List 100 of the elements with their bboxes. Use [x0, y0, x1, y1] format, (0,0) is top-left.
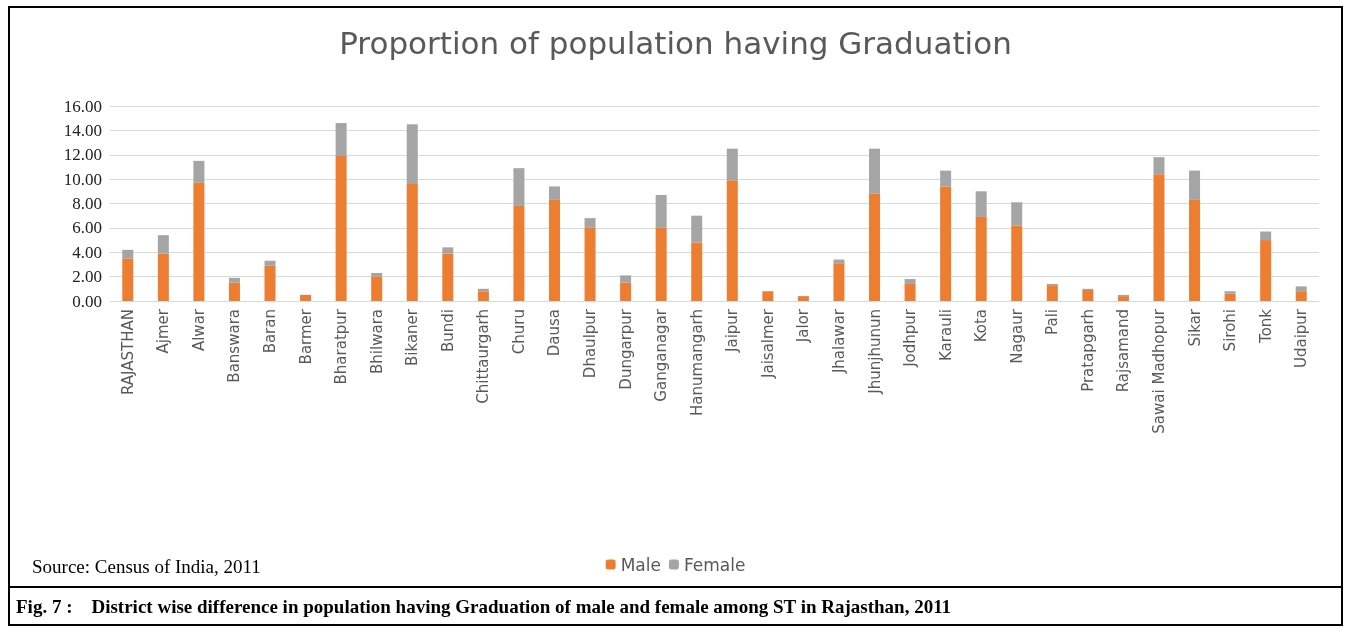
x-tick-label: Rajsamand: [1114, 309, 1133, 393]
bar: [157, 253, 169, 301]
bar: [548, 199, 560, 301]
x-tick-label: Kota: [972, 309, 991, 343]
bar: [904, 279, 916, 284]
bar: [1224, 293, 1236, 301]
bar: [1295, 286, 1307, 292]
bar: [477, 291, 489, 301]
x-tick-label: Chittaurgarh: [474, 309, 493, 404]
x-tick-label: Dausa: [545, 309, 564, 357]
x-tick-label: Baran: [261, 309, 280, 354]
y-tick-label: 0.00: [72, 291, 102, 311]
bar: [122, 249, 134, 259]
x-tick-label: Ajmer: [154, 308, 173, 354]
bar: [513, 168, 525, 206]
bar: [371, 272, 383, 277]
x-tick-label: Jhunjhunun: [865, 309, 884, 395]
y-tick-label: 10.00: [63, 169, 102, 189]
bar: [584, 218, 596, 228]
bar: [1295, 291, 1307, 301]
x-tick-label: Karauli: [936, 309, 955, 361]
y-tick-label: 16.00: [63, 96, 102, 116]
bar: [1011, 202, 1023, 226]
y-tick-label: 4.00: [72, 242, 102, 262]
y-tick-label: 6.00: [72, 218, 102, 238]
x-tick-label: Tonk: [1256, 308, 1275, 344]
x-tick-label: Jodhpur: [901, 308, 920, 368]
bar: [655, 194, 667, 228]
source-note: Source: Census of India, 2011: [32, 556, 261, 577]
legend-label: Female: [683, 554, 746, 575]
x-tick-label: Bundi: [438, 309, 457, 352]
bar: [264, 260, 276, 266]
bar: [1046, 285, 1058, 301]
bar: [726, 148, 738, 181]
bar: [762, 291, 774, 301]
bar: [122, 258, 134, 301]
bar: [513, 205, 525, 301]
bar: [975, 191, 987, 217]
bar: [975, 216, 987, 301]
x-tick-label: Nagaur: [1007, 308, 1026, 364]
bar: [335, 155, 347, 301]
bar: [442, 247, 454, 254]
x-tick-label: Bharatpur: [332, 308, 351, 385]
bar: [940, 170, 952, 187]
bar: [1260, 231, 1272, 241]
bar: [904, 283, 916, 301]
y-tick-label: 14.00: [63, 120, 102, 140]
bar: [797, 296, 809, 301]
bar: [1153, 157, 1165, 175]
x-tick-label: Udaipur: [1292, 308, 1311, 369]
x-tick-label: Hanumangarh: [687, 309, 706, 416]
bar: [548, 186, 560, 200]
x-tick-label: Churu: [509, 309, 528, 355]
y-tick-label: 12.00: [63, 145, 102, 165]
bar: [228, 282, 240, 301]
legend-label: Male: [620, 554, 661, 575]
bar: [655, 227, 667, 301]
bar: [691, 242, 703, 301]
bar: [335, 123, 347, 156]
bar: [833, 263, 845, 301]
bar: [1011, 225, 1023, 301]
x-tick-label: Dungarpur: [616, 308, 635, 390]
x-tick-label: Jhalawar: [829, 308, 848, 375]
y-tick-label: 8.00: [72, 194, 102, 213]
bar: [406, 124, 418, 184]
bar: [371, 276, 383, 301]
y-tick-label: 2.00: [72, 267, 102, 287]
bar: [1117, 296, 1129, 301]
bar: [1224, 291, 1236, 294]
caption: Fig. 7 : District wise difference in population having Graduation of male and female among ST in Rajasthan, 2011: [10, 586, 1341, 624]
bar: [1189, 170, 1201, 200]
bar: [691, 215, 703, 243]
bar: [228, 277, 240, 283]
bar: [620, 282, 632, 301]
bar: [442, 253, 454, 301]
x-tick-label: Ganganagar: [652, 308, 671, 402]
bar: [1260, 240, 1272, 301]
x-tick-label: Alwar: [189, 308, 208, 352]
x-tick-label: Bikaner: [403, 308, 422, 366]
x-tick-label: Pali: [1043, 309, 1062, 335]
bar: [1153, 174, 1165, 301]
x-tick-label: Jaisalmer: [758, 308, 777, 379]
bar: [584, 227, 596, 301]
bar: [193, 182, 205, 301]
x-tick-label: Sawai Madhopur: [1149, 308, 1168, 434]
x-tick-label: Banswara: [225, 309, 244, 383]
x-tick-label: Pratapgarh: [1078, 309, 1097, 392]
bar: [1189, 199, 1201, 301]
x-tick-label: Barmer: [296, 308, 315, 365]
bar: [157, 235, 169, 254]
bar: [193, 160, 205, 183]
x-tick-label: RAJASTHAN: [118, 309, 137, 395]
bar: [869, 148, 881, 194]
x-tick-label: Jaipur: [723, 308, 742, 353]
bar: [869, 193, 881, 301]
bar: [264, 265, 276, 301]
bar: [940, 186, 952, 301]
bar: [1082, 290, 1094, 301]
x-tick-label: Sikar: [1185, 308, 1204, 347]
bar: [406, 184, 418, 301]
